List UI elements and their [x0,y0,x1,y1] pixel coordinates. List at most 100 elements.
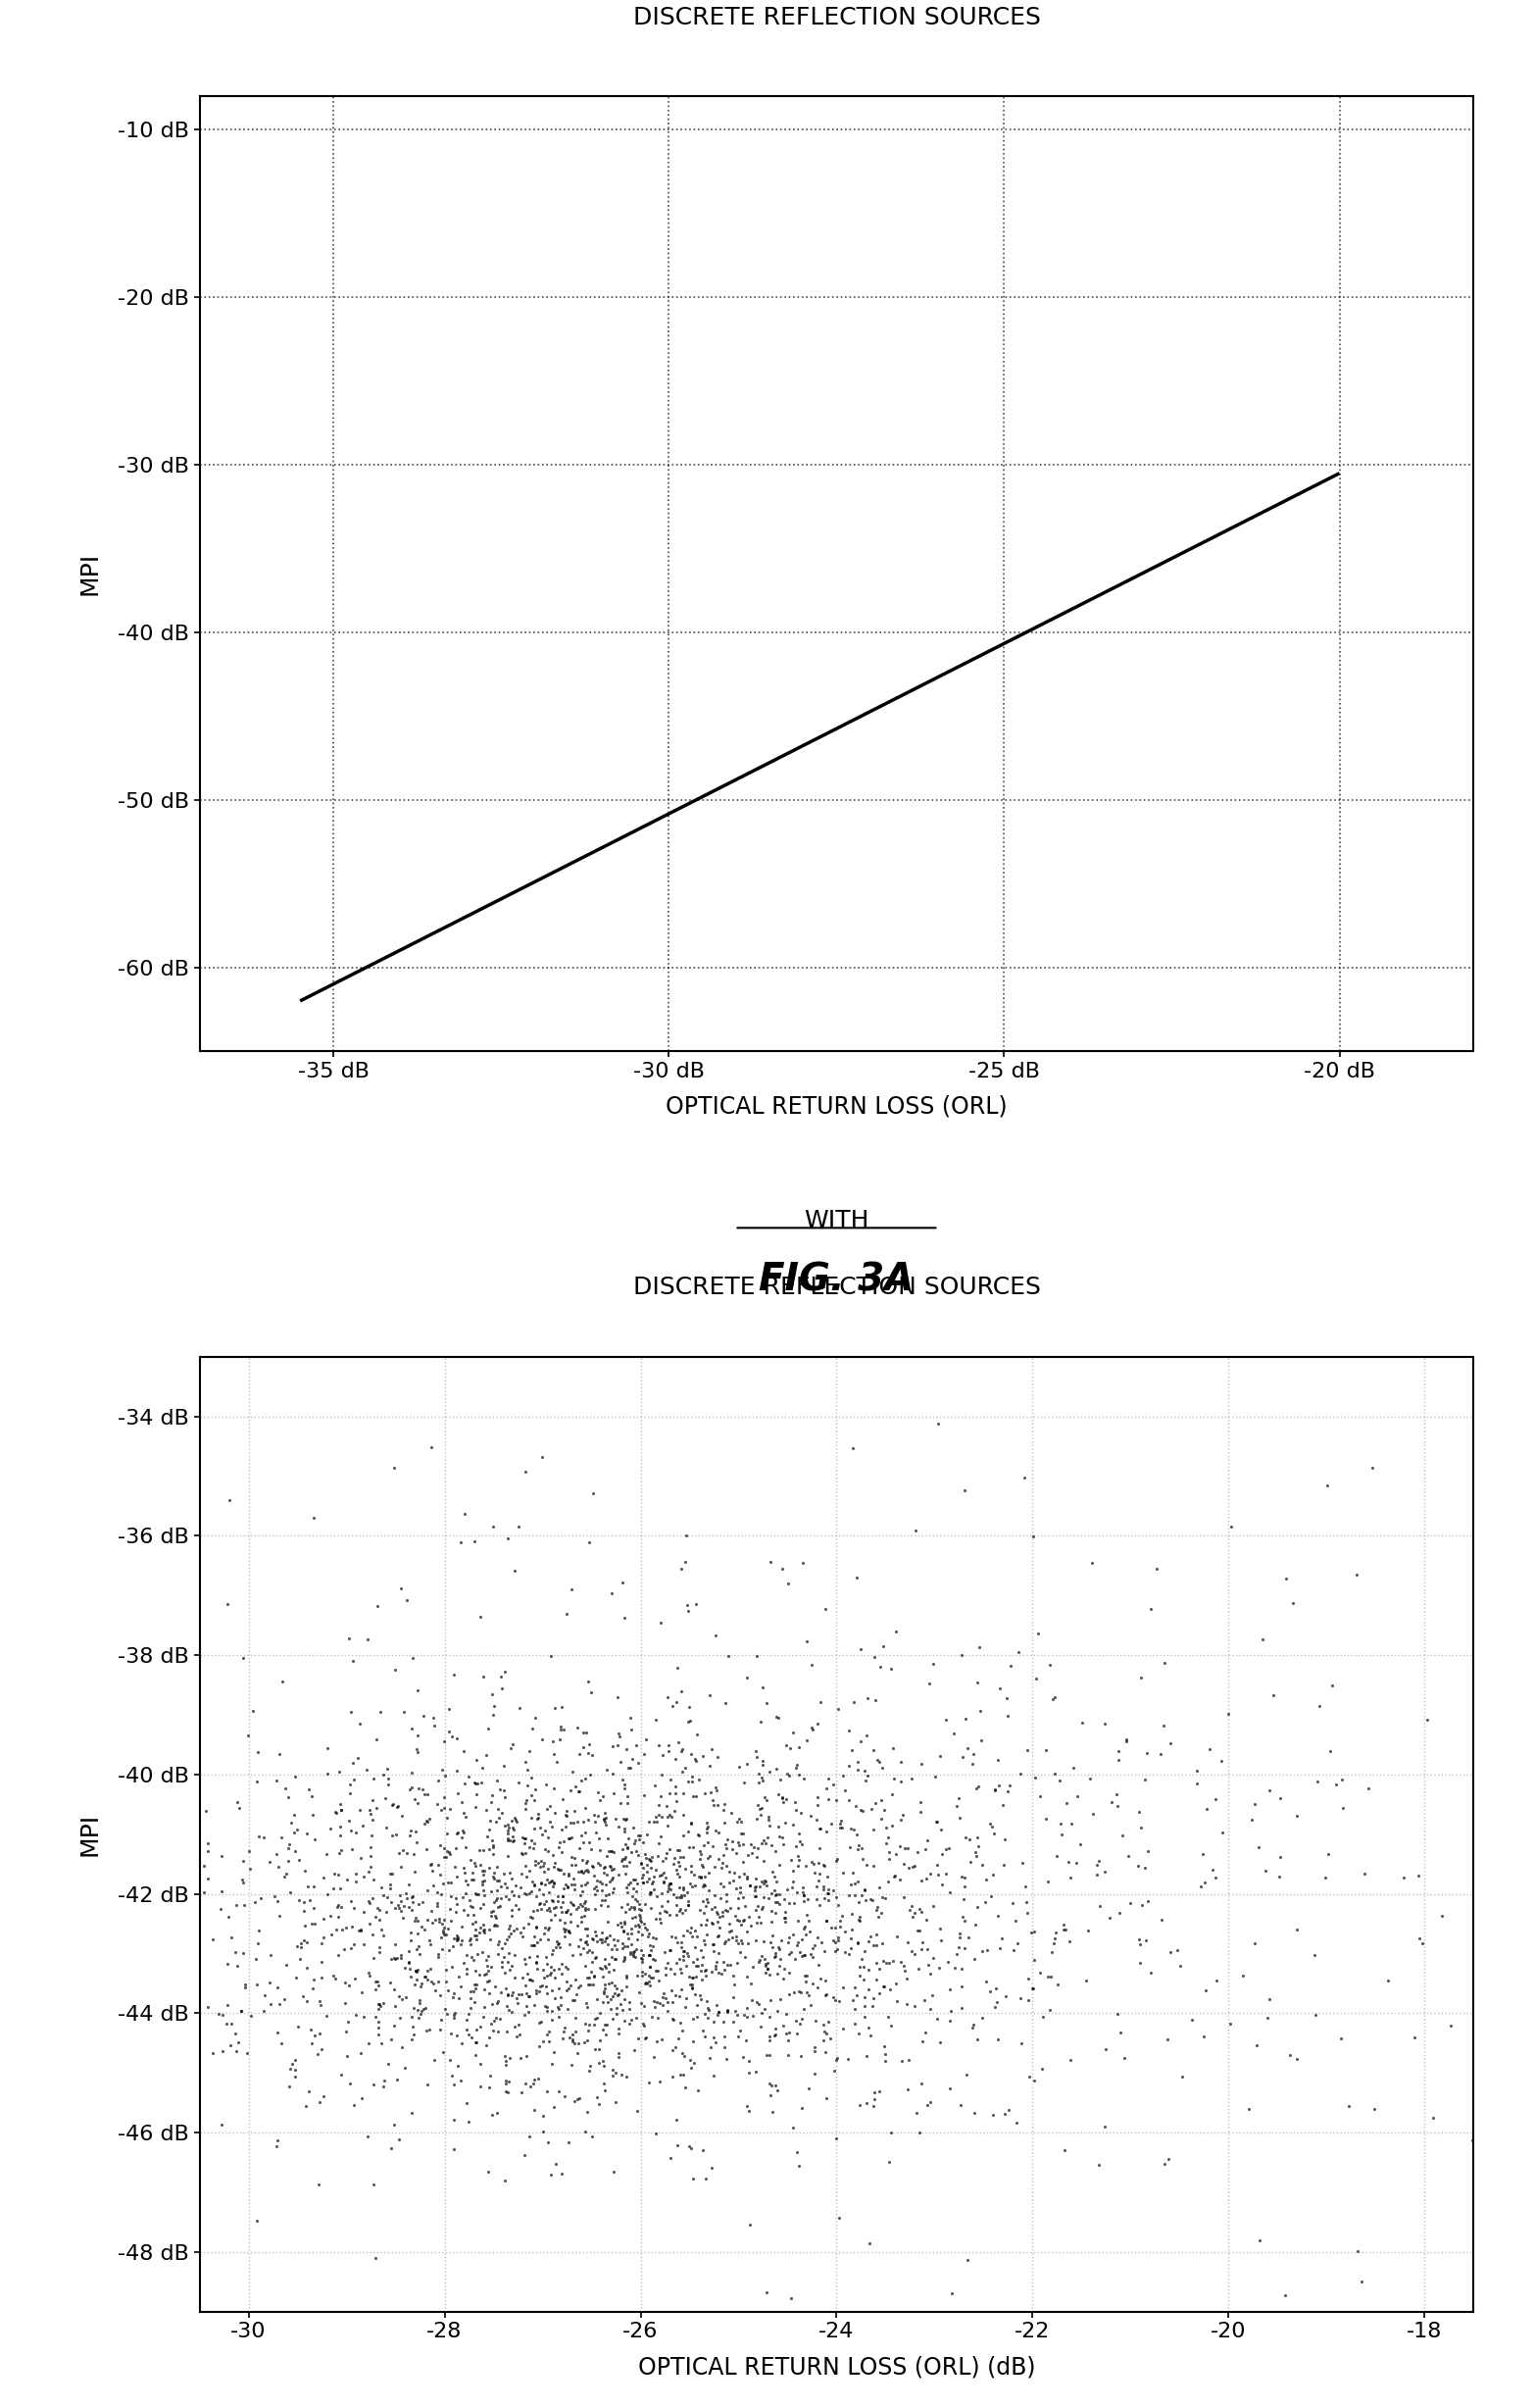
Point [439,1717,464,1755]
Point [787,1842,812,1881]
Point [488,1888,513,1926]
Point [1127,1922,1151,1960]
Point [425,1845,450,1883]
Point [838,1808,863,1847]
Point [266,2121,290,2160]
Point [375,1748,399,1787]
Point [485,2093,510,2131]
Point [588,1919,612,1958]
Point [1314,1859,1339,1898]
Point [609,1991,634,2030]
Point [605,1970,629,2008]
Point [735,2085,760,2124]
Point [950,1635,975,1674]
Point [534,1765,559,1804]
Point [195,1825,220,1864]
Point [606,1857,631,1895]
Point [617,1748,642,1787]
Point [382,1888,407,1926]
Point [559,1770,583,1808]
Point [663,1767,688,1806]
Point [388,1936,413,1975]
Point [405,1671,430,1710]
Point [571,2023,596,2061]
Point [631,1864,655,1902]
Point [795,1972,820,2011]
Point [594,1857,619,1895]
Point [371,2066,396,2105]
Point [634,1861,659,1900]
Point [328,1792,353,1830]
Point [838,1929,863,1967]
Point [464,1910,488,1948]
Point [419,1963,444,2001]
Point [474,1946,499,1984]
Point [485,1878,510,1917]
Point [800,1938,824,1977]
Point [493,2061,517,2100]
Point [367,2008,391,2047]
Point [514,1873,539,1912]
Point [536,1910,560,1948]
Point [637,1955,662,1994]
Point [821,1765,846,1804]
Point [907,1890,932,1929]
Point [909,1931,933,1970]
Point [384,1926,408,1965]
Point [442,2100,467,2138]
Point [580,1736,605,1775]
Point [335,2037,359,2076]
Point [870,1967,895,2006]
Point [1045,1965,1070,2003]
Point [639,1948,663,1987]
Point [780,1852,804,1890]
Point [1392,1859,1417,1898]
Point [846,1883,870,1922]
Point [513,1743,537,1782]
Point [551,1910,576,1948]
Point [465,1965,490,2003]
Point [485,1907,510,1946]
Point [815,1881,840,1919]
Point [781,1712,806,1751]
Point [683,1584,708,1623]
Point [361,1914,385,1953]
Point [781,1972,806,2011]
Point [236,1832,261,1871]
Point [399,1753,424,1792]
Point [919,1975,944,2013]
Point [594,1948,619,1987]
Point [451,1811,476,1849]
Point [892,1845,916,1883]
Point [766,1698,791,1736]
Point [428,1919,453,1958]
Point [413,1989,437,2028]
Point [867,1743,892,1782]
Point [950,1989,975,2028]
Point [419,1893,444,1931]
Point [530,1864,554,1902]
Point [493,2073,517,2112]
Point [619,2001,643,2040]
Point [812,1869,837,1907]
Point [718,1912,743,1950]
Point [642,1869,666,1907]
Point [577,1958,602,1996]
Point [726,1878,751,1917]
Point [497,1910,522,1948]
Point [1203,1859,1228,1898]
Point [528,1808,553,1847]
Point [594,1919,619,1958]
Point [562,2023,586,2061]
Point [642,1982,666,2020]
Point [362,1861,387,1900]
Point [589,1919,614,1958]
Point [519,1898,543,1936]
Point [454,1861,479,1900]
Point [792,1989,817,2028]
Point [797,1975,821,2013]
Point [918,1955,942,1994]
Point [542,1734,566,1772]
Point [1302,1936,1326,1975]
Point [612,1808,637,1847]
